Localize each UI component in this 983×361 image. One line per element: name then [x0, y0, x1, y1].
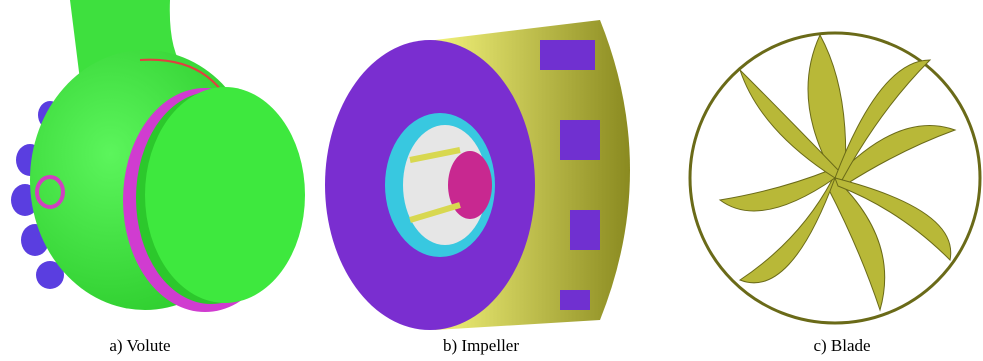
impeller [325, 20, 630, 330]
caption: c) Blade [742, 336, 942, 356]
renders [0, 0, 983, 335]
caption: b) Impeller [381, 336, 581, 356]
volute [11, 0, 305, 312]
figure: a) Volute b) Impeller c) Blade [0, 0, 983, 361]
caption: a) Volute [40, 336, 240, 356]
blade [690, 33, 980, 323]
